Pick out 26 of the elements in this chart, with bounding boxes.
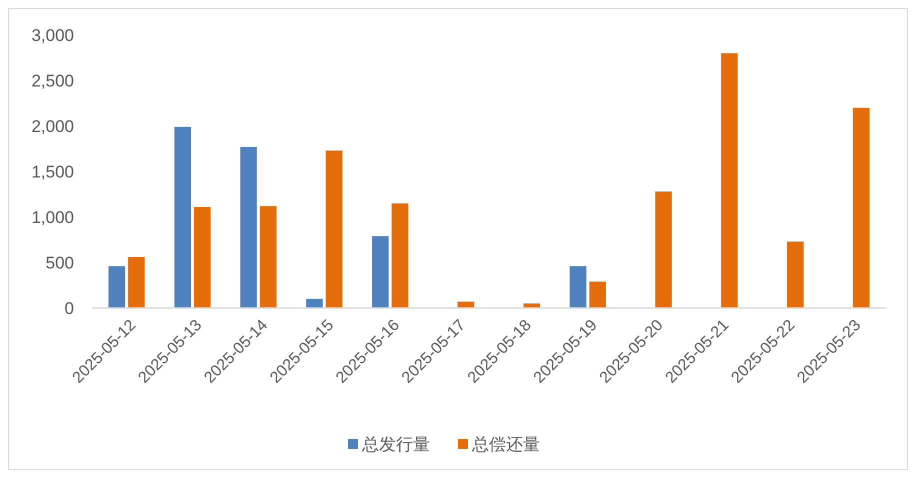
bar bbox=[326, 150, 342, 308]
bar bbox=[589, 282, 606, 308]
bar bbox=[108, 266, 126, 308]
y-tick-label: 0 bbox=[64, 298, 74, 318]
y-tick-label: 1,500 bbox=[31, 162, 74, 182]
bar bbox=[392, 203, 408, 308]
bar bbox=[194, 206, 211, 308]
bar bbox=[372, 236, 389, 308]
bar bbox=[174, 126, 191, 308]
y-tick-label: 2,000 bbox=[31, 116, 74, 136]
bar bbox=[721, 53, 738, 308]
bar bbox=[128, 257, 145, 308]
y-tick-label: 500 bbox=[46, 253, 74, 272]
y-tick-label: 1,000 bbox=[31, 208, 74, 227]
bar bbox=[787, 242, 804, 308]
bar bbox=[852, 108, 870, 308]
y-tick-label: 2,500 bbox=[31, 71, 74, 90]
bar bbox=[570, 266, 586, 308]
bar bbox=[458, 302, 474, 308]
bar bbox=[655, 192, 672, 308]
bar bbox=[240, 146, 257, 308]
legend-label: 总发行量 bbox=[361, 434, 430, 454]
legend-label: 总偿还量 bbox=[471, 434, 540, 454]
bar bbox=[260, 206, 276, 308]
bar bbox=[306, 298, 323, 308]
y-tick-label: 3,000 bbox=[31, 26, 74, 45]
